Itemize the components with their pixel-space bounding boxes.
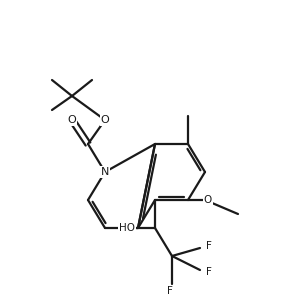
Text: HO: HO: [119, 223, 135, 233]
Text: O: O: [67, 115, 76, 125]
Text: O: O: [101, 115, 109, 125]
Text: O: O: [204, 195, 212, 205]
Text: F: F: [206, 241, 212, 251]
Text: F: F: [167, 286, 173, 296]
Text: N: N: [101, 167, 109, 177]
Text: F: F: [206, 267, 212, 277]
